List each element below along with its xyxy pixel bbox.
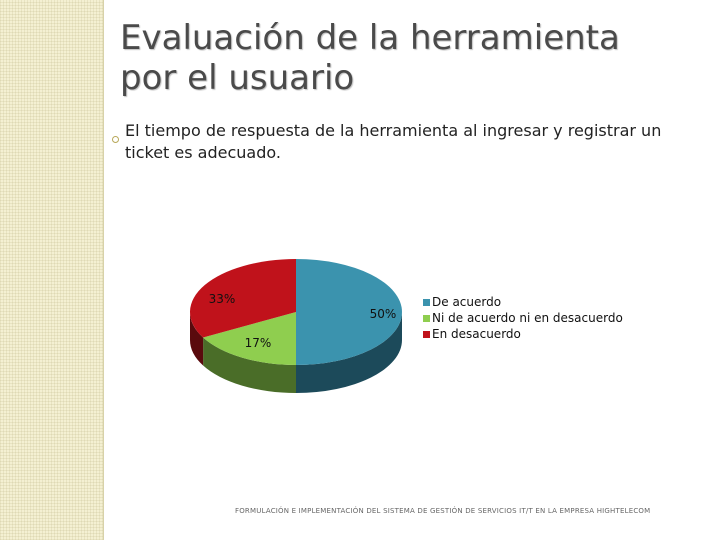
pie-side-en-desacuerdo (190, 312, 204, 366)
pie-label-de-acuerdo: 50% (370, 307, 397, 321)
legend-swatch-en-desacuerdo (423, 330, 430, 338)
pie-slice-en-desacuerdo (189, 259, 296, 338)
side-divider (103, 0, 104, 540)
legend-item-en-desacuerdo: En desacuerdo (423, 326, 623, 342)
legend-label-en-desacuerdo: En desacuerdo (432, 327, 521, 341)
pie-slice-de-acuerdo (296, 259, 402, 365)
legend-label-ni-de-acuerdo: Ni de acuerdo ni en desacuerdo (432, 311, 623, 325)
slide-subtitle: El tiempo de respuesta de la herramienta… (125, 121, 662, 162)
legend-swatch-ni-de-acuerdo (423, 314, 430, 322)
pie-slice-ni-de-acuerdo (203, 312, 296, 365)
pie-label-en-desacuerdo: 33% (209, 292, 236, 306)
slide-title: Evaluación de la herramienta por el usua… (120, 18, 620, 98)
chart-legend: De acuerdo Ni de acuerdo ni en desacuerd… (423, 294, 623, 342)
bullet-icon (112, 128, 119, 143)
side-decoration-panel (0, 0, 103, 540)
pie-label-ni-de-acuerdo: 17% (245, 336, 272, 350)
slide-footer: FORMULACIÓN E IMPLEMENTACIÓN DEL SISTEMA… (235, 507, 651, 515)
pie-side-ni-de-acuerdo (203, 337, 296, 393)
legend-swatch-de-acuerdo (423, 298, 430, 306)
legend-label-de-acuerdo: De acuerdo (432, 295, 502, 309)
pie-side-de-acuerdo (296, 312, 402, 393)
legend-item-ni-de-acuerdo: Ni de acuerdo ni en desacuerdo (423, 310, 623, 326)
legend-item-de-acuerdo: De acuerdo (423, 294, 623, 310)
